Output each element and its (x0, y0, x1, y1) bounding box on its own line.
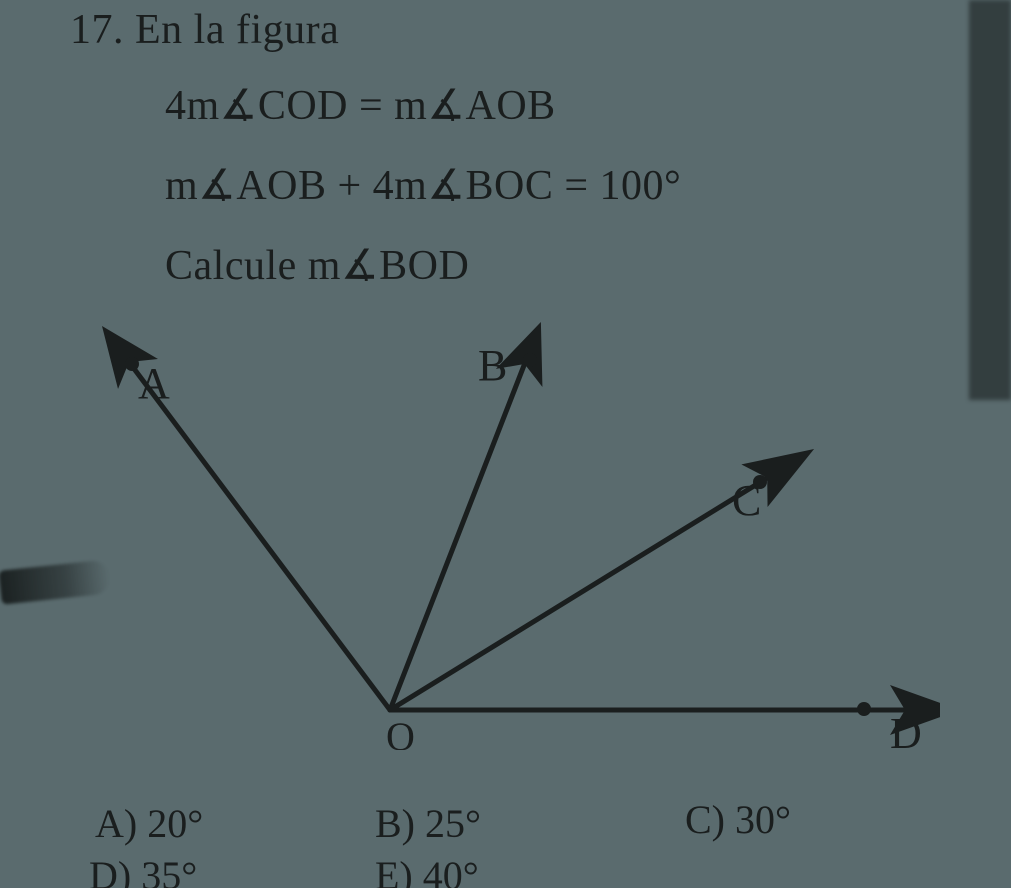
label-b: B (478, 341, 507, 390)
choice-d: D) 35° (89, 852, 197, 888)
ray-dot-1 (523, 353, 537, 367)
ray-c (390, 470, 780, 710)
question-prompt: En la figura (135, 7, 339, 53)
question-number: 17. (70, 7, 124, 53)
choice-b: B) 25° (375, 800, 481, 847)
equation-3: Calcule m∡BOD (165, 240, 469, 290)
rays (120, 350, 920, 710)
choice-e: E) 40° (375, 852, 479, 888)
ray-dots (125, 353, 871, 716)
label-c: C (732, 476, 761, 525)
label-d: D (890, 709, 922, 750)
ray-labels: A B C D O (138, 341, 922, 750)
equation-1: 4m∡COD = m∡AOB (165, 80, 556, 130)
label-origin: O (386, 714, 415, 750)
question-header: 17. En la figura (70, 6, 339, 54)
choice-c: C) 30° (685, 796, 791, 843)
ray-dot-0 (125, 357, 139, 371)
label-a: A (138, 359, 170, 408)
equation-2: m∡AOB + 4m∡BOC = 100° (165, 160, 681, 210)
page-edge-shadow (969, 0, 1011, 400)
choice-a: A) 20° (95, 800, 203, 847)
angle-diagram: A B C D O (60, 310, 940, 750)
page: 17. En la figura 4m∡COD = m∡AOB m∡AOB + … (0, 0, 1011, 888)
ray-dot-3 (857, 702, 871, 716)
ray-b (390, 350, 530, 710)
